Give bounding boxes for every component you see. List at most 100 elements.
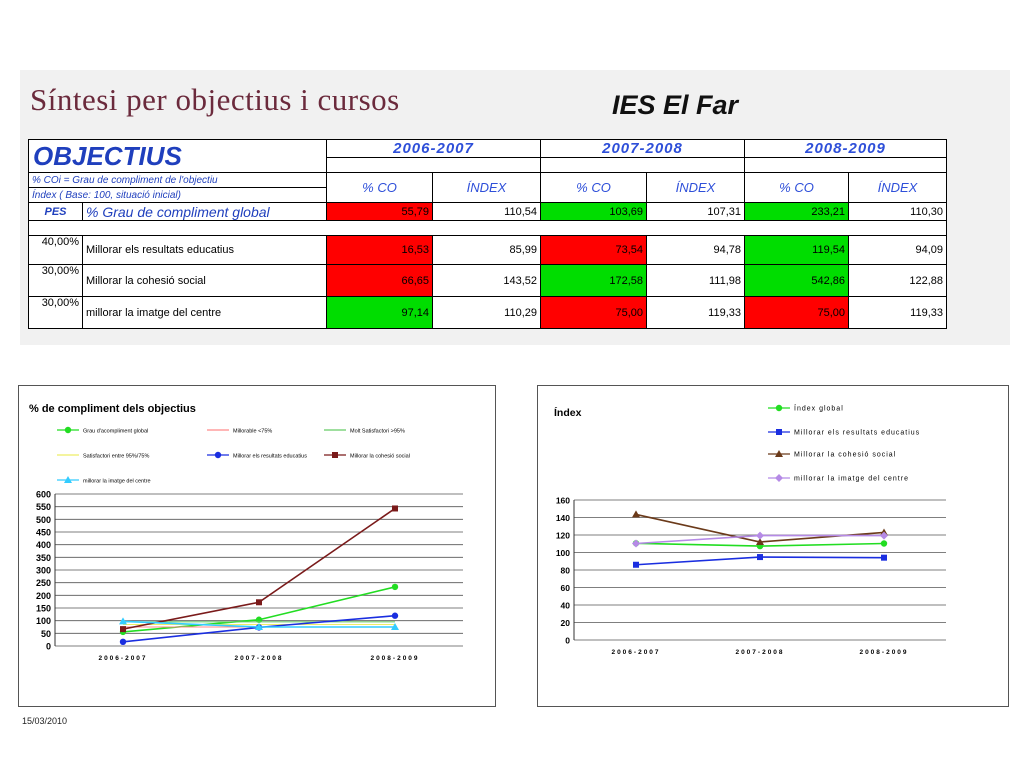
x-tick-label: 2007-2008 xyxy=(735,649,784,656)
row-weight: 30,00% xyxy=(28,296,83,329)
legend-marker xyxy=(776,429,782,435)
y-tick-label: 50 xyxy=(41,629,51,639)
legend-label: millorar la imatge del centre xyxy=(83,479,151,485)
data-point xyxy=(880,540,888,547)
data-point xyxy=(256,599,262,606)
objectives-table: OBJECTIUS 2006-2007 2007-2008 2008-2009 … xyxy=(28,139,947,329)
legend-co: % COi = Grau de compliment de l'objectiu xyxy=(28,172,327,188)
school-name: IES El Far xyxy=(612,90,739,120)
y-tick-label: 250 xyxy=(36,578,51,588)
table-cell: 172,58 xyxy=(540,264,647,297)
footer-date: 15/03/2010 xyxy=(22,716,68,726)
table-cell: 85,99 xyxy=(432,235,541,265)
compliance-chart-panel: % de compliment dels objectius Grau d'aco… xyxy=(18,385,496,707)
data-point xyxy=(392,505,398,512)
y-tick-label: 0 xyxy=(46,642,51,652)
col-header-co: % CO xyxy=(540,172,647,203)
legend-label: Índex global xyxy=(794,404,844,413)
legend-marker xyxy=(775,450,783,457)
row-weight: 40,00% xyxy=(28,235,83,265)
index-chart-panel: Índex Índex global Millorar els resultats … xyxy=(537,385,1009,707)
table-cell: 111,98 xyxy=(646,264,745,297)
data-point xyxy=(255,616,263,623)
table-cell: 75,00 xyxy=(540,296,647,329)
row-gap xyxy=(28,220,947,236)
table-cell: 55,79 xyxy=(326,202,433,221)
data-point xyxy=(391,623,399,630)
y-tick-label: 600 xyxy=(36,490,51,500)
table-cell: 233,21 xyxy=(744,202,849,221)
page-title: Síntesi per objectius i cursos xyxy=(30,82,400,117)
table-cell: 119,54 xyxy=(744,235,849,265)
row-objective-name: millorar la imatge del centre xyxy=(82,296,327,329)
data-point xyxy=(632,539,640,548)
table-cell: 542,86 xyxy=(744,264,849,297)
y-tick-label: 140 xyxy=(556,513,570,523)
data-point xyxy=(391,612,399,619)
table-cell: 110,29 xyxy=(432,296,541,329)
data-point xyxy=(881,554,887,561)
data-point xyxy=(119,617,127,625)
data-point xyxy=(120,626,126,633)
legend-marker xyxy=(332,452,338,458)
row-weight: 30,00% xyxy=(28,264,83,297)
y-tick-label: 60 xyxy=(561,583,571,593)
legend-label: millorar la imatge del centre xyxy=(794,476,909,483)
legend-marker xyxy=(214,451,222,459)
col-header-co: % CO xyxy=(326,172,433,203)
row-objective-name: Millorar els resultats educatius xyxy=(82,235,327,265)
table-cell: 75,00 xyxy=(744,296,849,329)
legend-label: Millorar els resultats educatius xyxy=(794,430,920,437)
x-tick-label: 2007-2008 xyxy=(234,655,283,662)
data-point xyxy=(757,554,763,561)
year-spacer xyxy=(326,157,541,173)
y-tick-label: 80 xyxy=(561,566,571,576)
year-spacer xyxy=(744,157,947,173)
year-header: 2007-2008 xyxy=(540,139,745,158)
legend-label: Millorar la cohesió social xyxy=(350,454,410,460)
legend-marker xyxy=(64,476,72,483)
y-tick-label: 550 xyxy=(36,502,51,512)
x-tick-label: 2006-2007 xyxy=(611,649,660,656)
data-point xyxy=(391,583,399,591)
pes-label: PES xyxy=(28,202,83,221)
data-point xyxy=(633,561,639,568)
legend-marker xyxy=(775,474,783,482)
col-header-index: ÍNDEX xyxy=(848,172,947,203)
series-line xyxy=(122,507,396,630)
data-point xyxy=(255,623,263,630)
data-point xyxy=(632,510,640,518)
col-header-co: % CO xyxy=(744,172,849,203)
y-tick-label: 20 xyxy=(561,618,571,628)
x-tick-label: 2008-2009 xyxy=(370,655,419,662)
col-header-index: ÍNDEX xyxy=(432,172,541,203)
y-tick-label: 0 xyxy=(565,636,570,646)
legend-label: Satisfactori entre 95%/75% xyxy=(83,454,149,460)
y-tick-label: 100 xyxy=(556,548,570,558)
y-tick-label: 350 xyxy=(36,553,51,563)
y-tick-label: 200 xyxy=(36,591,51,601)
data-point xyxy=(119,638,127,646)
table-row: 40,00% Millorar els resultats educatius … xyxy=(28,235,947,265)
table-row: 30,00% Millorar la cohesió social 66,65 … xyxy=(28,264,947,297)
compliance-line-chart: % de compliment dels objectius Grau d'aco… xyxy=(29,403,463,662)
global-label: % Grau de compliment global xyxy=(82,202,327,221)
legend-label: Millorar els resultats educatius xyxy=(233,454,307,460)
table-cell: 110,30 xyxy=(848,202,947,221)
table-cell: 107,31 xyxy=(646,202,745,221)
legend-marker xyxy=(64,426,72,434)
row-objective-name: Millorar la cohesió social xyxy=(82,264,327,297)
chart-title: Índex xyxy=(554,406,582,419)
y-tick-label: 150 xyxy=(36,604,51,614)
table-cell: 73,54 xyxy=(540,235,647,265)
chart-title: % de compliment dels objectius xyxy=(29,403,196,415)
legend-marker xyxy=(775,404,783,412)
year-spacer xyxy=(540,157,745,173)
data-point xyxy=(756,538,764,546)
table-cell: 97,14 xyxy=(326,296,433,329)
col-header-index: ÍNDEX xyxy=(646,172,745,203)
legend-label: Grau d'acompliment global xyxy=(83,429,148,435)
y-tick-label: 40 xyxy=(561,601,571,611)
index-line-chart: Índex Índex global Millorar els resultats … xyxy=(554,404,946,656)
x-tick-label: 2008-2009 xyxy=(859,649,908,656)
